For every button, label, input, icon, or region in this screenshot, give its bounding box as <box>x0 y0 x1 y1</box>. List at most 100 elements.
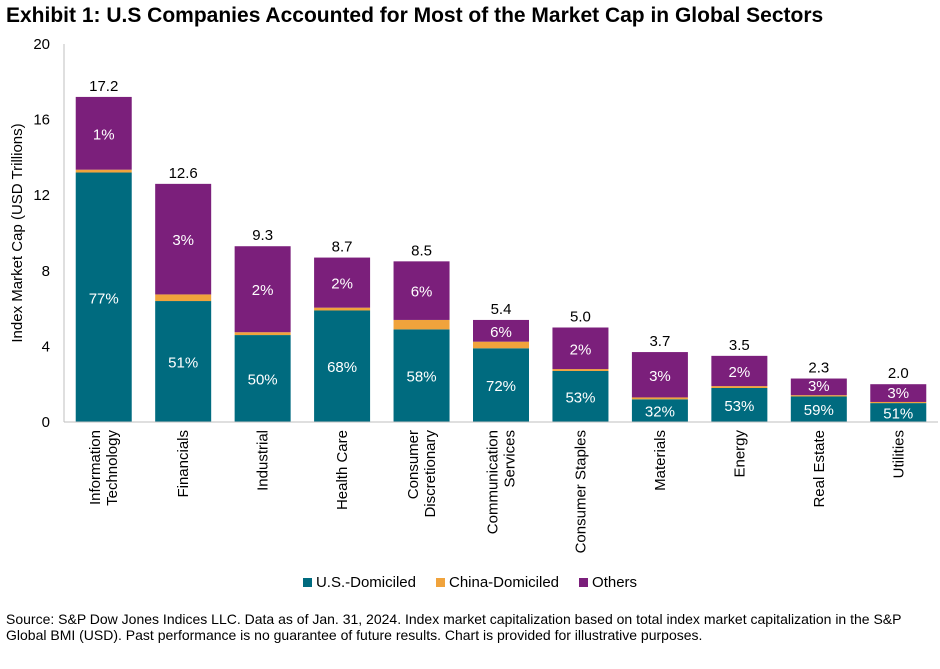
total-label: 9.3 <box>252 227 273 244</box>
x-tick-label: Real Estate <box>811 430 828 508</box>
bar-segment <box>473 348 529 422</box>
legend-item: China-Domiciled <box>435 574 560 591</box>
bar-segment <box>870 401 927 404</box>
total-label: 2.0 <box>888 365 909 382</box>
bar-segment <box>631 399 688 422</box>
bar-stack: 58% 6% 8.5 <box>393 242 450 422</box>
segment-label: 59% <box>804 402 834 419</box>
segment-label: 53% <box>724 398 754 415</box>
total-label: 2.3 <box>808 360 829 377</box>
bar-stack: 51% 3% 12.6 <box>155 165 212 422</box>
segment-label: 2% <box>729 364 751 381</box>
segment-label: 2% <box>252 282 274 299</box>
bar-segment <box>631 397 688 400</box>
bar-segment <box>393 319 450 330</box>
bar-segment <box>314 310 371 422</box>
segment-label: 77% <box>89 290 119 307</box>
y-tick-label: 8 <box>42 263 50 280</box>
bar-segment <box>473 319 529 342</box>
total-label: 17.2 <box>89 78 118 95</box>
bar-segment <box>155 294 212 302</box>
x-axis: InformationTechnology Financials Industria… <box>64 421 938 553</box>
bar-segment <box>790 395 847 397</box>
bar-segment <box>790 378 847 396</box>
segment-label: 3% <box>808 378 830 395</box>
bar-segment <box>155 183 212 295</box>
bar-stack: 72% 6% 5.4 <box>473 301 529 422</box>
chart-area: 0 4 8 12 16 20 Index Market Cap (USD Trillions… <box>9 36 938 553</box>
legend-label: U.S.-Domiciled <box>315 574 416 591</box>
segment-label: 53% <box>565 389 595 406</box>
y-tick-label: 12 <box>33 187 50 204</box>
total-label: 8.5 <box>411 242 432 259</box>
y-axis-label: Index Market Cap (USD Trillions) <box>9 123 26 342</box>
x-tick-label: Consumer Staples <box>572 430 589 553</box>
total-label: 3.7 <box>649 333 670 350</box>
bar-stack: 50% 2% 9.3 <box>234 227 291 422</box>
bar-stack: 77% 1% 17.2 <box>75 78 132 422</box>
bar-stack: 51% 3% 2.0 <box>870 365 927 423</box>
source-note: Source: S&P Dow Jones Indices LLC. Data … <box>6 611 902 643</box>
y-tick-label: 4 <box>42 338 50 355</box>
bar-segment <box>790 396 847 422</box>
legend-label: Others <box>592 574 638 591</box>
bar-segment <box>393 329 450 422</box>
bar-segment <box>75 172 132 422</box>
bar-segment <box>552 327 609 370</box>
segment-label: 32% <box>645 404 675 421</box>
x-tick-label: Energy <box>731 430 748 478</box>
y-axis: 0 4 8 12 16 20 Index Market Cap (USD Trillions… <box>9 36 65 431</box>
total-label: 8.7 <box>332 239 353 256</box>
bar-segment <box>711 387 768 422</box>
y-tick-label: 0 <box>42 414 50 431</box>
x-tick-label: Industrial <box>255 430 272 491</box>
segment-label: 2% <box>331 276 353 293</box>
total-label: 3.5 <box>729 337 750 354</box>
legend-swatch <box>435 578 445 587</box>
legend-item: U.S.-Domiciled <box>302 574 416 591</box>
y-tick-label: 16 <box>33 112 50 129</box>
segment-label: 68% <box>327 359 357 376</box>
bar-segment <box>870 384 927 402</box>
segment-label: 2% <box>570 341 592 358</box>
segment-label: 3% <box>172 232 194 249</box>
bars: 77% 1% 17.2 51% 3% 12.6 50% 2% 9.3 68% 2% 8.7 58% 6% 8… <box>75 78 927 423</box>
bar-segment <box>155 301 212 422</box>
bar-segment <box>711 386 768 388</box>
segment-label: 72% <box>486 378 516 395</box>
total-label: 12.6 <box>169 165 198 182</box>
y-tick-label: 20 <box>33 36 50 53</box>
legend-swatch <box>579 578 589 587</box>
bar-stack: 53% 2% 3.5 <box>711 337 768 422</box>
x-tick-label: Utilities <box>890 430 907 478</box>
legend-item: Others <box>579 574 637 591</box>
bar-segment <box>552 370 609 422</box>
bar-stack: 32% 3% 3.7 <box>631 333 688 422</box>
bar-stack: 59% 3%2.3 <box>790 360 847 422</box>
bar-segment <box>75 96 132 170</box>
segment-label: 58% <box>407 369 437 386</box>
x-tick-label: Health Care <box>334 430 351 510</box>
bar-segment <box>234 246 291 333</box>
legend: U.S.-Domiciled China-Domiciled Others <box>0 574 940 591</box>
bar-segment <box>631 352 688 398</box>
bar-segment <box>552 369 609 371</box>
x-tick-label: CommunicationServices <box>485 430 519 534</box>
segment-label: 51% <box>883 406 913 423</box>
bar-segment <box>314 257 371 308</box>
x-tick-label: InformationTechnology <box>87 430 121 506</box>
bar-stack: 68% 2% 8.7 <box>314 239 371 422</box>
segment-label: 3% <box>887 385 909 402</box>
bar-segment <box>711 355 768 387</box>
legend-label: China-Domiciled <box>448 574 560 591</box>
legend-swatch <box>302 578 312 587</box>
segment-label: 6% <box>490 324 512 341</box>
segment-label: 50% <box>248 372 278 389</box>
total-label: 5.4 <box>491 301 512 318</box>
bar-segment <box>314 307 371 311</box>
chart-title: Exhibit 1: U.S Companies Accounted for M… <box>6 4 824 27</box>
total-label: 5.0 <box>570 309 591 326</box>
x-tick-label: Financials <box>175 430 192 498</box>
segment-label: 1% <box>93 126 115 143</box>
bar-segment <box>393 261 450 320</box>
